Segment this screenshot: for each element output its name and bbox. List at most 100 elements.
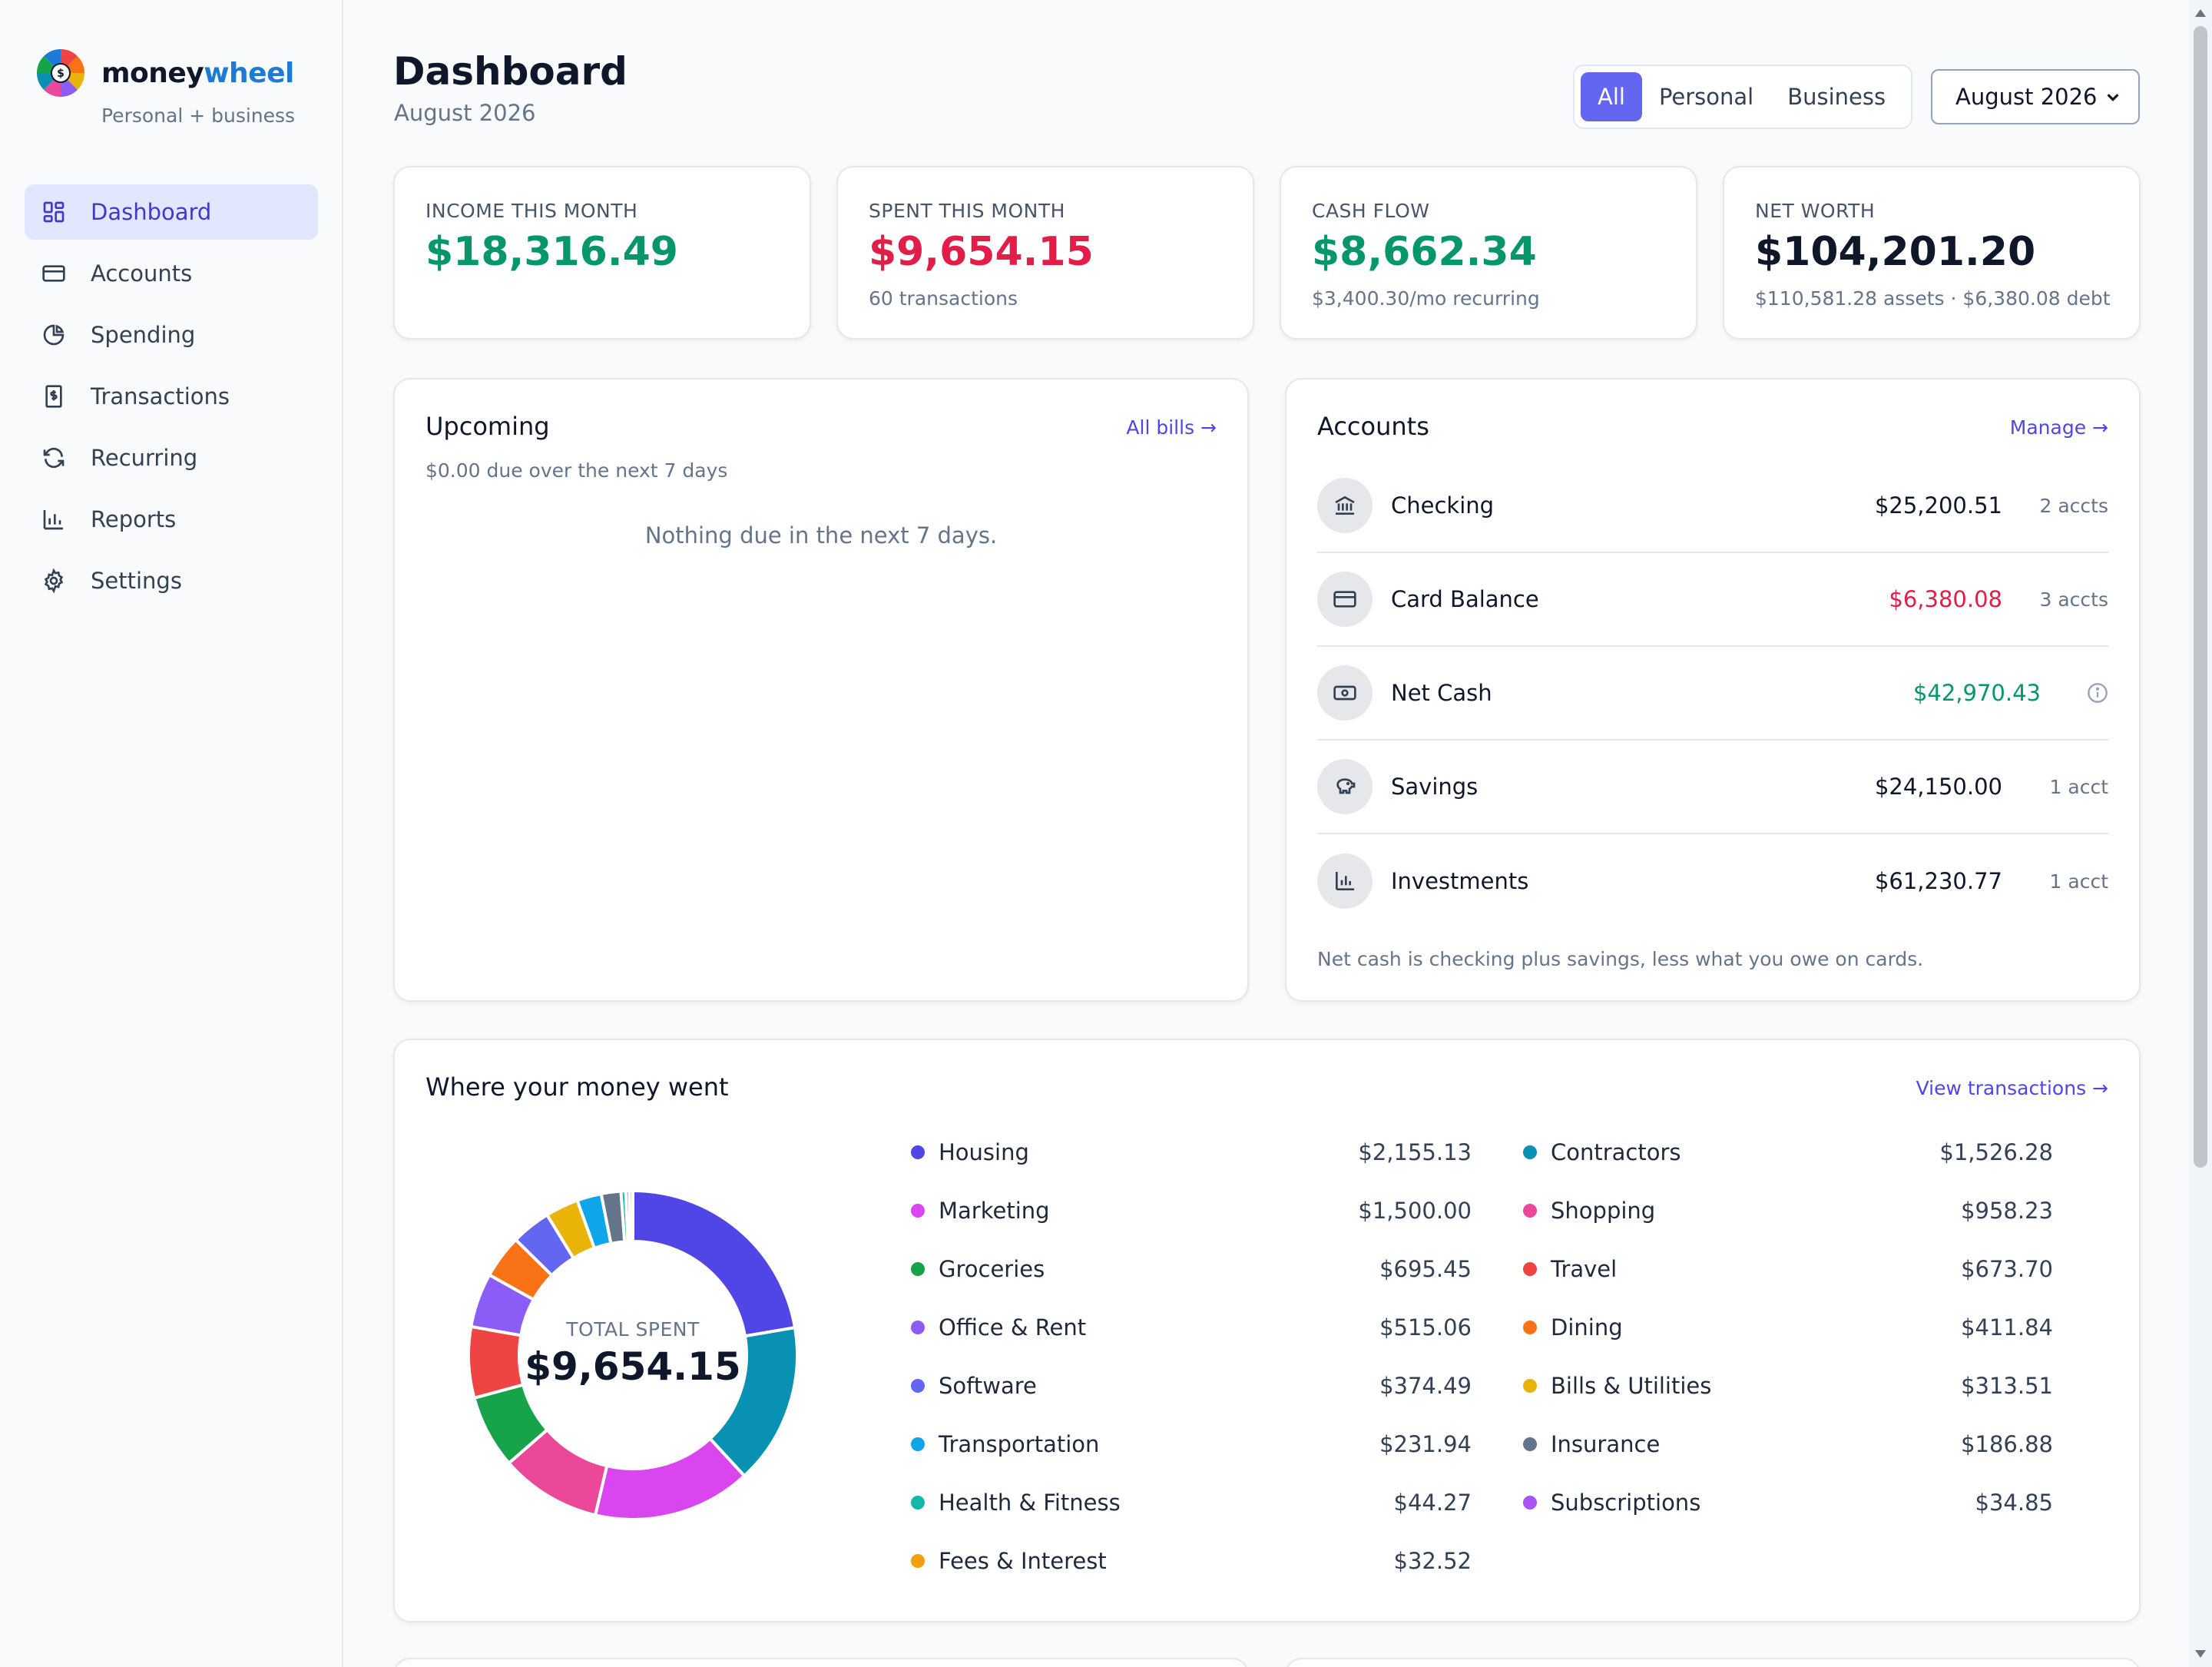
donut-slice-marketing[interactable]	[593, 1436, 747, 1521]
sidebar-item-transactions[interactable]: Transactions	[25, 369, 318, 424]
stat-subtext: $110,581.28 assets · $6,380.08 debt	[1755, 287, 2111, 310]
sidebar-item-recurring[interactable]: Recurring	[25, 430, 318, 486]
sidebar-item-label: Accounts	[91, 260, 193, 287]
legend-category-name: Contractors	[1551, 1139, 1681, 1165]
legend-category-name: Office & Rent	[939, 1314, 1087, 1341]
upcoming-subtitle: $0.00 due over the next 7 days	[426, 459, 728, 482]
card-title: Upcoming	[426, 412, 550, 441]
legend-category-name: Shopping	[1551, 1198, 1656, 1224]
legend-category-amount: $44.27	[1393, 1490, 1472, 1516]
sidebar-item-dashboard[interactable]: Dashboard	[25, 184, 318, 240]
legend-category-amount: $374.49	[1379, 1373, 1472, 1399]
svg-text:$: $	[57, 68, 65, 80]
stat-value: $8,662.34	[1312, 229, 1537, 275]
legend-item: Dining $411.84	[1523, 1312, 2053, 1343]
card-title: Accounts	[1317, 412, 1429, 441]
scope-business-button[interactable]: Business	[1787, 84, 1886, 110]
legend-item: Travel $673.70	[1523, 1254, 2053, 1284]
stat-card-spent: SPENT THIS MONTH $9,654.15 60 transactio…	[836, 166, 1254, 340]
legend-category-name: Marketing	[939, 1198, 1050, 1224]
view-transactions-link[interactable]: View transactions →	[1916, 1077, 2108, 1099]
stat-value: $104,201.20	[1755, 229, 2036, 275]
scroll-up-icon[interactable]	[2195, 9, 2206, 17]
cash-icon	[1317, 665, 1373, 721]
legend-category-amount: $231.94	[1379, 1431, 1472, 1457]
scope-all-button[interactable]: All	[1581, 72, 1642, 121]
account-row-checking[interactable]: Checking $25,200.51 2 accts	[1317, 459, 2108, 553]
legend-category-name: Fees & Interest	[939, 1548, 1107, 1574]
manage-accounts-link[interactable]: Manage →	[2009, 416, 2108, 439]
credit-card-icon	[1317, 572, 1373, 627]
legend-category-amount: $673.70	[1961, 1256, 2053, 1282]
stat-label: NET WORTH	[1755, 200, 1876, 222]
stat-subtext: $3,400.30/mo recurring	[1312, 287, 1540, 310]
upcoming-card: Upcoming All bills → $0.00 due over the …	[393, 378, 1249, 1002]
legend-item: Insurance $186.88	[1523, 1429, 2053, 1460]
legend-dot	[911, 1262, 925, 1276]
stat-card-cash-flow: CASH FLOW $8,662.34 $3,400.30/mo recurri…	[1280, 166, 1697, 340]
account-row-card-balance[interactable]: Card Balance $6,380.08 3 accts	[1317, 553, 2108, 647]
all-bills-link[interactable]: All bills →	[1126, 416, 1217, 439]
legend-dot	[1523, 1321, 1537, 1334]
accounts-card: Accounts Manage → Checking $25,200.51 2 …	[1285, 378, 2141, 1002]
donut-total-label: TOTAL SPENT	[566, 1318, 700, 1341]
bank-icon	[1317, 478, 1373, 533]
legend-dot	[1523, 1496, 1537, 1510]
stat-value: $9,654.15	[869, 229, 1094, 275]
account-name: Savings	[1391, 774, 1479, 800]
scope-personal-button[interactable]: Personal	[1658, 84, 1754, 110]
legend-item: Groceries $695.45	[911, 1254, 1472, 1284]
legend-category-amount: $411.84	[1961, 1314, 2053, 1341]
legend-category-name: Dining	[1551, 1314, 1623, 1341]
sidebar-item-label: Spending	[91, 322, 196, 348]
account-count: 2 accts	[2039, 494, 2109, 517]
spending-card: Where your money went View transactions …	[393, 1039, 2141, 1622]
account-amount: $6,380.08	[1889, 586, 2002, 612]
legend-item: Contractors $1,526.28	[1523, 1137, 2053, 1168]
sidebar-item-reports[interactable]: Reports	[25, 492, 318, 547]
stat-card-income: INCOME THIS MONTH $18,316.49	[393, 166, 811, 340]
account-count: 1 acct	[2049, 775, 2108, 798]
legend-dot	[911, 1204, 925, 1218]
page-scrollbar[interactable]	[2189, 0, 2212, 1667]
legend-dot	[1523, 1379, 1537, 1393]
legend-category-amount: $313.51	[1961, 1373, 2053, 1399]
donut-slice-housing[interactable]	[631, 1188, 797, 1338]
brand[interactable]: $ moneywheel	[35, 48, 294, 98]
account-row-investments[interactable]: Investments $61,230.77 1 acct	[1317, 834, 2108, 928]
scroll-down-icon[interactable]	[2195, 1650, 2206, 1658]
legend-category-name: Transportation	[939, 1431, 1100, 1457]
legend-item: Bills & Utilities $313.51	[1523, 1370, 2053, 1401]
legend-category-name: Insurance	[1551, 1431, 1661, 1457]
account-name: Checking	[1391, 492, 1495, 519]
brand-tagline: Personal + business	[101, 104, 296, 127]
pie-icon	[41, 323, 66, 347]
legend-item: Health & Fitness $44.27	[911, 1487, 1472, 1518]
legend-category-name: Travel	[1551, 1256, 1618, 1282]
month-select[interactable]: August 2026	[1931, 69, 2140, 124]
next-card-right	[1285, 1658, 2141, 1667]
sidebar-item-label: Transactions	[91, 383, 230, 409]
account-amount: $24,150.00	[1874, 774, 2002, 800]
sidebar-item-accounts[interactable]: Accounts	[25, 246, 318, 301]
scope-toggle: All Personal Business	[1573, 65, 1912, 129]
legend-category-amount: $2,155.13	[1358, 1139, 1472, 1165]
sidebar-item-label: Recurring	[91, 445, 198, 471]
legend-category-amount: $515.06	[1379, 1314, 1472, 1341]
legend-category-name: Health & Fitness	[939, 1490, 1121, 1516]
account-name: Card Balance	[1391, 586, 1539, 612]
sidebar-item-settings[interactable]: Settings	[25, 553, 318, 608]
sidebar-item-spending[interactable]: Spending	[25, 307, 318, 363]
next-card-left	[393, 1658, 1249, 1667]
donut-slice-fees-interest[interactable]	[628, 1188, 634, 1244]
account-row-savings[interactable]: Savings $24,150.00 1 acct	[1317, 741, 2108, 834]
legend-category-name: Subscriptions	[1551, 1490, 1701, 1516]
stat-label: INCOME THIS MONTH	[426, 200, 638, 222]
legend-dot	[911, 1554, 925, 1568]
legend-dot	[911, 1145, 925, 1159]
scrollbar-thumb[interactable]	[2194, 26, 2207, 1168]
info-icon[interactable]	[2041, 682, 2108, 704]
account-row-net-cash[interactable]: Net Cash $42,970.43	[1317, 647, 2108, 741]
legend-item: Transportation $231.94	[911, 1429, 1472, 1460]
legend-category-amount: $34.85	[1975, 1490, 2053, 1516]
